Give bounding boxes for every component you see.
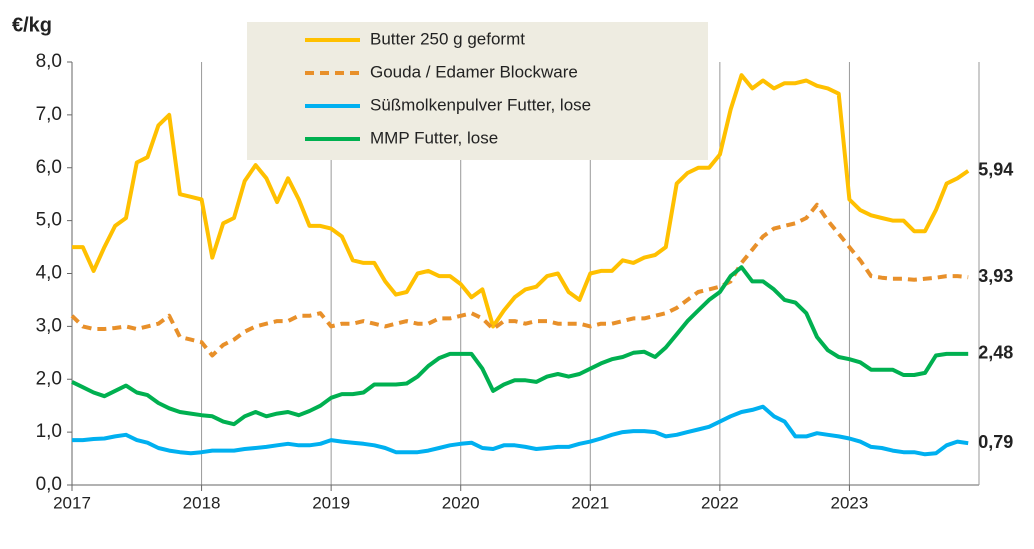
y-tick-label: 4,0 bbox=[36, 263, 62, 284]
x-tick-label: 2018 bbox=[183, 493, 221, 512]
y-tick-label: 6,0 bbox=[36, 157, 62, 178]
x-tick-label: 2020 bbox=[442, 493, 480, 512]
series-line bbox=[72, 404, 969, 457]
end-label: 0,79 bbox=[978, 432, 1013, 452]
y-axis-title: €/kg bbox=[12, 14, 52, 36]
legend-label: Butter 250 g geformt bbox=[370, 29, 525, 48]
series-line bbox=[70, 202, 969, 358]
x-tick-label: 2023 bbox=[831, 493, 869, 512]
y-tick-label: 0,0 bbox=[36, 474, 62, 495]
legend-label: Süßmolkenpulver Futter, lose bbox=[370, 95, 591, 114]
x-tick-label: 2019 bbox=[312, 493, 350, 512]
y-tick-label: 1,0 bbox=[36, 421, 62, 442]
x-tick-label: 2017 bbox=[53, 493, 91, 512]
end-label: 5,94 bbox=[978, 160, 1013, 180]
y-tick-label: 7,0 bbox=[36, 104, 62, 125]
series-line bbox=[72, 73, 970, 329]
y-tick-label: 3,0 bbox=[36, 315, 62, 336]
legend-label: Gouda / Edamer Blockware bbox=[370, 62, 578, 81]
x-tick-label: 2021 bbox=[571, 493, 609, 512]
y-tick-label: 5,0 bbox=[36, 210, 62, 231]
y-tick-label: 8,0 bbox=[36, 51, 62, 72]
end-label: 3,93 bbox=[978, 266, 1013, 286]
legend-label: MMP Futter, lose bbox=[370, 128, 498, 147]
series-line bbox=[71, 265, 969, 427]
end-label: 2,48 bbox=[978, 343, 1013, 363]
y-tick-label: 2,0 bbox=[36, 368, 62, 389]
x-tick-label: 2022 bbox=[701, 493, 739, 512]
